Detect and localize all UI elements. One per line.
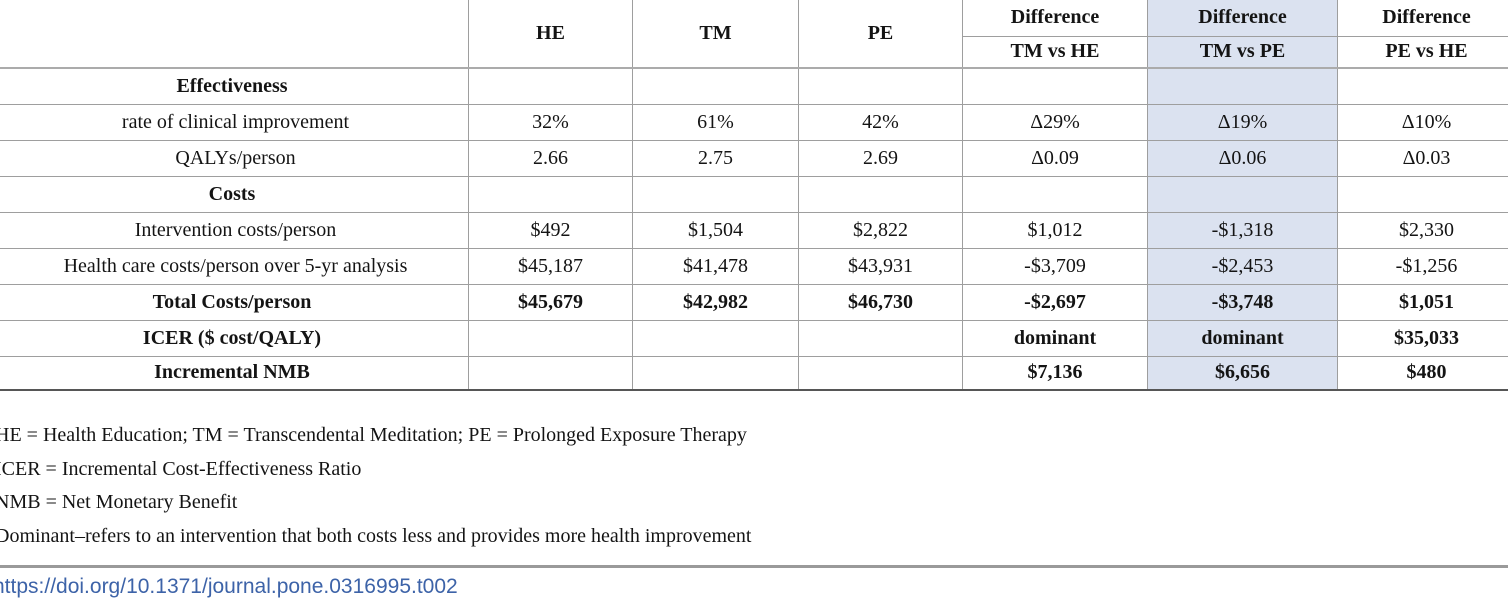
table-cell: $45,187	[469, 248, 633, 284]
footnote-dominant: Dominant–refers to an intervention that …	[0, 520, 1508, 554]
table-cell: $46,730	[799, 284, 963, 320]
table-cell	[633, 176, 799, 212]
table-cell: dominant	[1148, 320, 1338, 356]
row-label: Intervention costs/person	[0, 212, 469, 248]
table-cell: dominant	[963, 320, 1148, 356]
table-cell	[633, 320, 799, 356]
table-cell	[799, 68, 963, 104]
col-header-difference-tm-vs-pe: Difference	[1148, 0, 1338, 36]
table-row-intervention-costs: Intervention costs/person $492 $1,504 $2…	[0, 212, 1508, 248]
table-row-qalys: QALYs/person 2.66 2.75 2.69 Δ0.09 Δ0.06 …	[0, 140, 1508, 176]
table-cell	[963, 176, 1148, 212]
row-label: QALYs/person	[0, 140, 469, 176]
table-cell: 32%	[469, 104, 633, 140]
table-cell: $2,330	[1338, 212, 1508, 248]
table-cell: 61%	[633, 104, 799, 140]
table-cell: $2,822	[799, 212, 963, 248]
col-header-difference-pe-vs-he: Difference	[1338, 0, 1508, 36]
table-row-total-costs: Total Costs/person $45,679 $42,982 $46,7…	[0, 284, 1508, 320]
table-cell: 2.75	[633, 140, 799, 176]
table-body: Effectiveness rate of clinical improveme…	[0, 68, 1508, 390]
table-cell: $7,136	[963, 356, 1148, 390]
table-cell: -$1,256	[1338, 248, 1508, 284]
table-cell: $1,012	[963, 212, 1148, 248]
table-cell: Δ0.03	[1338, 140, 1508, 176]
table-cell: Δ0.06	[1148, 140, 1338, 176]
table-cell	[469, 356, 633, 390]
table-cell: $43,931	[799, 248, 963, 284]
table-cell: Δ29%	[963, 104, 1148, 140]
table-cell	[799, 320, 963, 356]
col-header-pe: PE	[799, 0, 963, 68]
table-cell: -$2,697	[963, 284, 1148, 320]
table-cell	[1148, 68, 1338, 104]
table-cell	[469, 320, 633, 356]
cost-effectiveness-table: HE TM PE Difference Difference Differenc…	[0, 0, 1508, 391]
table-cell	[633, 356, 799, 390]
row-label: Health care costs/person over 5-yr analy…	[0, 248, 469, 284]
table-cell: $6,656	[1148, 356, 1338, 390]
row-label: Incremental NMB	[0, 356, 469, 390]
table-cell: -$1,318	[1148, 212, 1338, 248]
table-cell: Δ0.09	[963, 140, 1148, 176]
header-row-1: HE TM PE Difference Difference Differenc…	[0, 0, 1508, 36]
footnote-nmb: NMB = Net Monetary Benefit	[0, 486, 1508, 520]
table-cell	[1338, 176, 1508, 212]
row-label: rate of clinical improvement	[0, 104, 469, 140]
footnote-abbreviations: HE = Health Education; TM = Transcendent…	[0, 419, 1508, 453]
footnote-separator-rule	[0, 565, 1508, 568]
table-cell	[1338, 68, 1508, 104]
table-cell: -$3,748	[1148, 284, 1338, 320]
table-cell: 2.69	[799, 140, 963, 176]
table-cell: Δ19%	[1148, 104, 1338, 140]
footnote-icer: ICER = Incremental Cost-Effectiveness Ra…	[0, 453, 1508, 487]
table-header: HE TM PE Difference Difference Differenc…	[0, 0, 1508, 68]
col-header-difference-tm-vs-he: Difference	[963, 0, 1148, 36]
table-cell: $41,478	[633, 248, 799, 284]
table-cell: $45,679	[469, 284, 633, 320]
table-cell	[469, 68, 633, 104]
table-cell	[1148, 176, 1338, 212]
col-header-tm: TM	[633, 0, 799, 68]
table-cell: -$2,453	[1148, 248, 1338, 284]
table-cell	[469, 176, 633, 212]
row-label: Effectiveness	[0, 68, 469, 104]
table-cell: -$3,709	[963, 248, 1148, 284]
table-cell: $1,504	[633, 212, 799, 248]
subheader-pe-vs-he: PE vs HE	[1338, 36, 1508, 68]
table-cell: $1,051	[1338, 284, 1508, 320]
table-cell	[799, 176, 963, 212]
row-label: Total Costs/person	[0, 284, 469, 320]
table-row-health-care-costs: Health care costs/person over 5-yr analy…	[0, 248, 1508, 284]
subheader-tm-vs-he: TM vs HE	[963, 36, 1148, 68]
table-cell: 42%	[799, 104, 963, 140]
table-footnotes: HE = Health Education; TM = Transcendent…	[0, 419, 1508, 553]
subheader-tm-vs-pe: TM vs PE	[1148, 36, 1338, 68]
stub-header-cell	[0, 0, 469, 68]
table-cell: $42,982	[633, 284, 799, 320]
table-cell: $480	[1338, 356, 1508, 390]
table-cell: 2.66	[469, 140, 633, 176]
doi-link[interactable]: https://doi.org/10.1371/journal.pone.031…	[0, 575, 458, 599]
row-label: Costs	[0, 176, 469, 212]
table-cell	[799, 356, 963, 390]
table-cell	[963, 68, 1148, 104]
col-header-he: HE	[469, 0, 633, 68]
table-row-icer: ICER ($ cost/QALY) dominant dominant $35…	[0, 320, 1508, 356]
table-row-costs: Costs	[0, 176, 1508, 212]
row-label: ICER ($ cost/QALY)	[0, 320, 469, 356]
table-row-clinical-improvement: rate of clinical improvement 32% 61% 42%…	[0, 104, 1508, 140]
table-cell	[633, 68, 799, 104]
table-row-effectiveness: Effectiveness	[0, 68, 1508, 104]
table-cell: $492	[469, 212, 633, 248]
table-cell: $35,033	[1338, 320, 1508, 356]
table-cell: Δ10%	[1338, 104, 1508, 140]
table-row-incremental-nmb: Incremental NMB $7,136 $6,656 $480	[0, 356, 1508, 390]
